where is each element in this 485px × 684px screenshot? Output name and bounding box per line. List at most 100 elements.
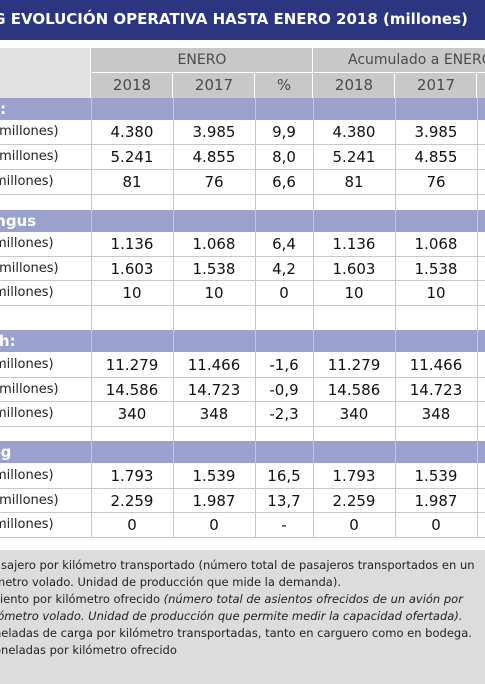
value-cell: 2.259 xyxy=(332,492,376,510)
value-cell: 10 xyxy=(204,284,224,302)
row-label: millones) xyxy=(0,517,54,532)
table-row: millones) 1.793 1.539 16,5 1.793 1.539 xyxy=(0,464,485,488)
grid-hline xyxy=(0,377,485,378)
value-cell: 81 xyxy=(122,173,142,191)
grid-vline xyxy=(91,48,92,538)
value-cell: 1.136 xyxy=(110,235,154,253)
value-cell: 348 xyxy=(421,405,451,423)
table-row: millones) 0 0 - 0 0 xyxy=(0,513,485,537)
value-cell: 11.279 xyxy=(105,356,159,374)
value-cell: 1.987 xyxy=(414,492,458,510)
value-cell: 1.793 xyxy=(332,467,376,485)
row-label: millones) xyxy=(0,174,54,189)
row-label: (millones) xyxy=(0,382,59,397)
header-col-extra xyxy=(478,73,485,98)
value-cell: 4.855 xyxy=(414,148,458,166)
value-cell: 16,5 xyxy=(267,467,301,485)
value-cell: 4.855 xyxy=(192,148,236,166)
value-cell: 10 xyxy=(344,284,364,302)
value-cell: 1.068 xyxy=(414,235,458,253)
value-cell: 3.985 xyxy=(414,123,458,141)
value-cell: 5.241 xyxy=(110,148,154,166)
value-cell: 13,7 xyxy=(267,492,301,510)
value-cell: 10 xyxy=(426,284,446,302)
grid-hline xyxy=(0,256,485,257)
value-cell: 2.259 xyxy=(110,492,154,510)
value-cell: 4.380 xyxy=(110,123,154,141)
value-cell: 1.538 xyxy=(414,260,458,278)
value-cell: 0 xyxy=(431,516,441,534)
grid-hline xyxy=(0,512,485,513)
table-row: (millones) 5.241 4.855 8,0 5.241 4.855 xyxy=(0,145,485,169)
value-cell: -0,9 xyxy=(269,381,299,399)
grid-hline xyxy=(0,305,485,306)
value-cell: - xyxy=(281,516,287,534)
footnote-line: siento por kilómetro ofrecido (número to… xyxy=(0,592,463,606)
footnote-line: lómetro volado. Unidad de producción que… xyxy=(0,609,463,623)
value-cell: 0 xyxy=(349,516,359,534)
value-cell: 11.279 xyxy=(327,356,381,374)
footnote-line: metro volado. Unidad de producción que m… xyxy=(0,575,341,589)
row-label: millones) xyxy=(0,406,54,421)
row-label: (millones) xyxy=(0,493,59,508)
value-cell: 14.723 xyxy=(409,381,463,399)
value-cell: 0 xyxy=(209,516,219,534)
table-row: (millones) 4.380 3.985 9,9 4.380 3.985 xyxy=(0,120,485,144)
value-cell: 1.603 xyxy=(110,260,154,278)
grid-hline xyxy=(0,144,485,145)
value-cell: 1.538 xyxy=(192,260,236,278)
header-col-pct: % xyxy=(256,73,312,98)
value-cell: 1.793 xyxy=(110,467,154,485)
header-blank-label xyxy=(0,48,90,98)
row-label: millones) xyxy=(0,468,54,483)
value-cell: 14.586 xyxy=(327,381,381,399)
header-enero: ENERO xyxy=(92,48,312,72)
value-cell: 14.723 xyxy=(187,381,241,399)
value-cell: 10 xyxy=(122,284,142,302)
table-row: (millones) 14.586 14.723 -0,9 14.586 14.… xyxy=(0,378,485,402)
value-cell: 1.603 xyxy=(332,260,376,278)
value-cell: 0 xyxy=(127,516,137,534)
value-cell: 9,9 xyxy=(272,123,296,141)
row-label: (millones) xyxy=(0,124,59,139)
value-cell: 1.987 xyxy=(192,492,236,510)
grid-hline xyxy=(0,280,485,281)
row-label: millones) xyxy=(0,236,54,251)
value-cell: 348 xyxy=(199,405,229,423)
value-cell: 11.466 xyxy=(409,356,463,374)
header-col-acum-2018: 2018 xyxy=(314,73,394,98)
value-cell: 76 xyxy=(426,173,446,191)
footnote-line: neladas de carga por kilómetro transport… xyxy=(0,626,472,640)
table-row: millones) 81 76 6,6 81 76 xyxy=(0,170,485,194)
section-header: ingus xyxy=(0,210,485,232)
value-cell: 6,6 xyxy=(272,173,296,191)
row-label: (millones) xyxy=(0,149,59,164)
value-cell: 1.068 xyxy=(192,235,236,253)
value-cell: 0 xyxy=(279,284,289,302)
value-cell: 340 xyxy=(339,405,369,423)
table-row: millones) 11.279 11.466 -1,6 11.279 11.4… xyxy=(0,353,485,377)
row-label: millones) xyxy=(0,357,54,372)
grid-hline xyxy=(0,194,485,195)
table-row: millones) 1.136 1.068 6,4 1.136 1.068 xyxy=(0,232,485,256)
grid-hline xyxy=(0,488,485,489)
section-header: ng xyxy=(0,441,485,463)
value-cell: 81 xyxy=(344,173,364,191)
section-header: sh: xyxy=(0,330,485,352)
row-label: (millones) xyxy=(0,261,59,276)
value-cell: 3.985 xyxy=(192,123,236,141)
footnote-line: asajero por kilómetro transportado (núme… xyxy=(0,558,475,572)
header-col-2017: 2017 xyxy=(174,73,254,98)
table-row: millones) 340 348 -2,3 340 348 xyxy=(0,402,485,426)
grid-vline xyxy=(313,48,314,538)
value-cell: 11.466 xyxy=(187,356,241,374)
value-cell: 340 xyxy=(117,405,147,423)
value-cell: 14.586 xyxy=(105,381,159,399)
value-cell: 8,0 xyxy=(272,148,296,166)
grid-hline xyxy=(0,537,485,538)
value-cell: 76 xyxy=(204,173,224,191)
table-title: IAG EVOLUCIÓN OPERATIVA HASTA ENERO 2018… xyxy=(0,0,485,40)
table-row: (millones) 1.603 1.538 4,2 1.603 1.538 xyxy=(0,257,485,281)
value-cell: 4,2 xyxy=(272,260,296,278)
value-cell: -2,3 xyxy=(269,405,299,423)
